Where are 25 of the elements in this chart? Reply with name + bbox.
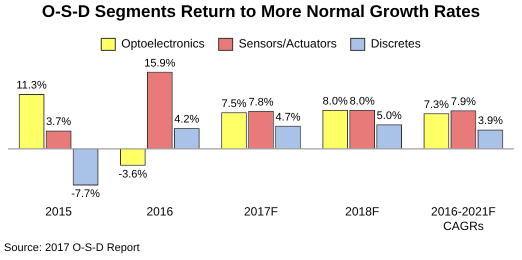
- data-label: 3.9%: [478, 115, 504, 128]
- data-label: -7.7%: [71, 188, 100, 200]
- data-label: 11.3%: [16, 79, 48, 92]
- data-label: 8.0%: [350, 95, 375, 108]
- data-label: 4.2%: [174, 114, 200, 126]
- chart-title: O-S-D Segments Return to More Normal Growth Rates: [42, 2, 480, 21]
- data-label: 7.8%: [248, 96, 274, 108]
- data-label: 7.9%: [450, 96, 476, 108]
- data-label: 3.7%: [46, 116, 72, 128]
- x-tick-label: 2016-2021F CAGRs: [431, 204, 496, 234]
- legend-label: Discretes: [370, 36, 421, 51]
- data-label: 5.0%: [376, 110, 402, 122]
- data-label: 4.7%: [275, 111, 301, 124]
- source-note: Source: 2017 O-S-D Report: [4, 242, 140, 254]
- legend-label: Optoelectronics: [121, 36, 205, 51]
- data-label: 7.3%: [424, 98, 450, 111]
- x-tick-label: 2016: [146, 204, 174, 219]
- data-label: 8.0%: [322, 95, 348, 108]
- x-tick-label: 2018F: [345, 204, 380, 219]
- data-label: 7.5%: [221, 98, 247, 110]
- data-label: 15.9%: [144, 57, 176, 70]
- x-tick-label: 2015: [45, 204, 72, 219]
- x-tick-label: 2017F: [244, 204, 278, 219]
- legend-label: Sensors/Actuators: [238, 36, 337, 51]
- data-label: -3.6%: [118, 168, 148, 180]
